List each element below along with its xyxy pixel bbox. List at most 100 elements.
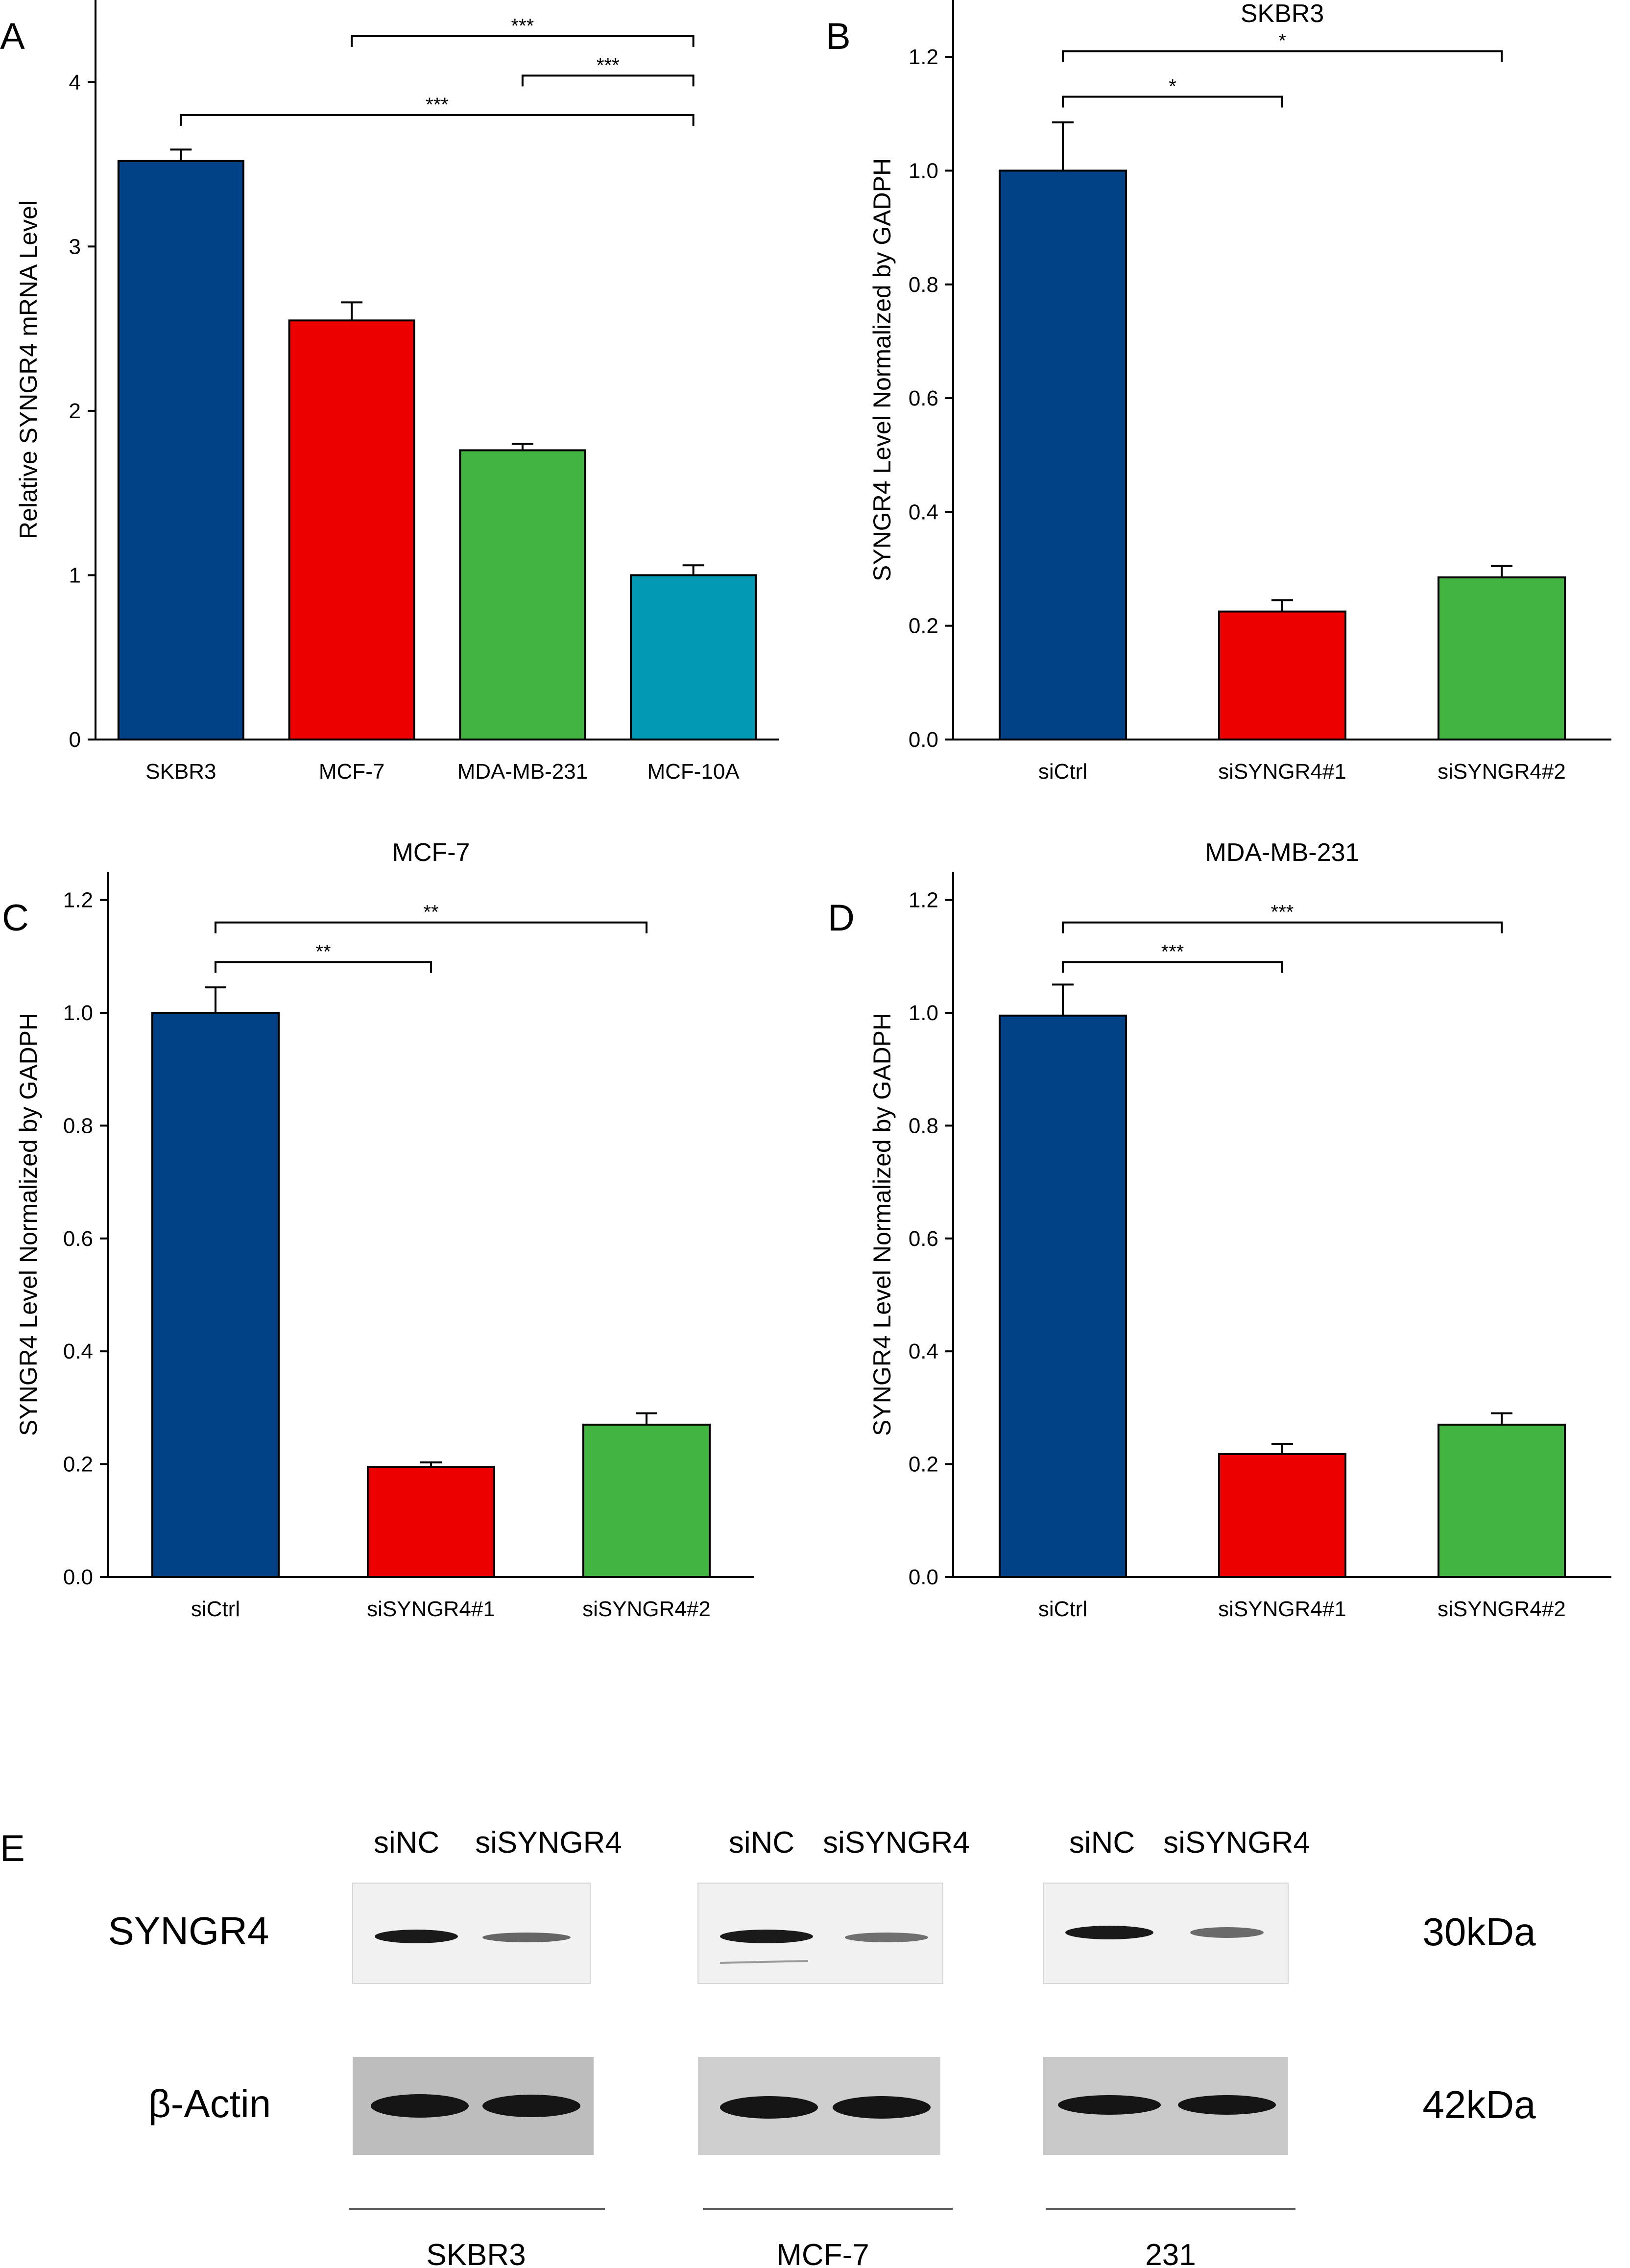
y-tick-label-a: 3	[69, 235, 81, 259]
category-label-a: SKBR3	[145, 760, 216, 784]
western-blot: siNC siSYNGR4 siNC siSYNGR4 siNC siSYNGR…	[108, 1826, 1536, 2268]
significance-label-b: *	[1169, 75, 1176, 97]
lane-label-sinc-3: siNC	[1069, 1826, 1135, 1860]
size-label-42kda: 42kDa	[1422, 2083, 1536, 2126]
cell-line-label-231: 231	[1145, 2238, 1196, 2268]
category-label-c: siCtrl	[191, 1597, 240, 1621]
cell-line-label-skbr3: SKBR3	[426, 2238, 526, 2268]
lane-label-sinc-1: siNC	[374, 1826, 439, 1860]
y-axis-label-a: Relative SYNGR4 mRNA Level	[15, 200, 42, 539]
significance-bracket-c	[215, 921, 647, 933]
lane-label-sinc-2: siNC	[729, 1826, 794, 1860]
category-label-b: siSYNGR4#1	[1218, 760, 1346, 784]
significance-label-a: ***	[426, 94, 449, 116]
panel-label-d: D	[828, 897, 855, 939]
category-label-a: MCF-10A	[647, 760, 740, 784]
significance-label-d: ***	[1161, 941, 1184, 962]
panel-label-e: E	[0, 1828, 25, 1869]
y-tick-label-c: 1.0	[63, 1001, 93, 1025]
bar-b	[999, 169, 1127, 740]
bar-c	[582, 1423, 711, 1578]
lane-label-sisyngr4-3: siSYNGR4	[1163, 1826, 1310, 1860]
chart-a: 0 1 2 3 4 Relative SYNGR4 mRNA Level SKBR3 MCF-…	[15, 0, 779, 784]
significance-bracket-a	[521, 74, 695, 87]
y-tick-label-b: 0.4	[909, 500, 938, 524]
bar-b	[1438, 576, 1566, 740]
band-actin-231-sinc	[1058, 2095, 1161, 2115]
y-tick-label-d: 1.0	[909, 1001, 938, 1025]
protein-label-actin: β-Actin	[148, 2082, 271, 2125]
cell-line-label-mcf7: MCF-7	[776, 2238, 869, 2268]
category-label-d: siSYNGR4#2	[1438, 1597, 1566, 1621]
bar-c	[367, 1466, 495, 1578]
band-actin-skbr3-sisyngr4	[482, 2095, 580, 2117]
y-tick-label-a: 0	[69, 728, 81, 752]
y-tick-label-a: 2	[69, 399, 81, 423]
significance-label-c: **	[423, 902, 438, 923]
bar-a	[117, 160, 244, 740]
y-tick-label-a: 1	[69, 563, 81, 587]
y-tick-label-c: 0.2	[63, 1453, 93, 1477]
category-label-d: siCtrl	[1038, 1597, 1087, 1621]
significance-bracket-b	[1062, 95, 1283, 108]
bar-d	[999, 1014, 1127, 1578]
chart-title-b: SKBR3	[1241, 0, 1324, 28]
y-tick-label-a: 4	[69, 71, 81, 95]
y-axis-label-c: SYNGR4 Level Normalized by GADPH	[15, 1013, 42, 1436]
category-label-b: siCtrl	[1038, 760, 1087, 784]
size-label-30kda: 30kDa	[1422, 1910, 1536, 1954]
category-label-c: siSYNGR4#1	[367, 1597, 495, 1621]
blot-artifact-mcf7	[719, 1960, 809, 1964]
bar-a	[288, 319, 415, 740]
y-tick-label-d: 1.2	[909, 888, 938, 912]
y-tick-label-c: 0.0	[63, 1565, 93, 1589]
band-actin-231-sisyngr4	[1178, 2095, 1276, 2115]
bar-c	[151, 1012, 280, 1578]
category-label-d: siSYNGR4#1	[1218, 1597, 1346, 1621]
chart-title-d: MDA-MB-231	[1205, 838, 1360, 867]
protein-label-syngr4: SYNGR4	[108, 1909, 269, 1953]
bar-b	[1218, 610, 1346, 740]
band-syngr4-231-sinc	[1065, 1926, 1153, 1939]
bar-d	[1218, 1453, 1346, 1578]
band-actin-mcf7-sisyngr4	[833, 2096, 931, 2119]
y-tick-label-b: 0.0	[909, 728, 938, 752]
significance-bracket-b	[1062, 50, 1503, 62]
band-syngr4-mcf7-sisyngr4	[845, 1933, 928, 1942]
band-actin-mcf7-sinc	[720, 2096, 818, 2119]
chart-c: 0.0 0.2 0.4 0.6 0.8 1.0 1.2 SYNGR4 Level Normal…	[15, 838, 754, 1621]
bar-a	[459, 449, 586, 740]
significance-label-c: **	[315, 941, 331, 962]
y-tick-label-d: 0.2	[909, 1453, 938, 1477]
y-tick-label-c: 1.2	[63, 888, 93, 912]
y-tick-label-b: 0.8	[909, 273, 938, 297]
significance-label-d: ***	[1271, 902, 1294, 923]
band-actin-skbr3-sinc	[371, 2094, 469, 2118]
y-tick-label-b: 0.2	[909, 614, 938, 638]
y-tick-label-c: 0.6	[63, 1227, 93, 1251]
significance-bracket-d	[1062, 921, 1503, 933]
y-axis-label-d: SYNGR4 Level Normalized by GADPH	[868, 1013, 896, 1436]
chart-d: 0.0 0.2 0.4 0.6 0.8 1.0 1.2 SYNGR4 Level Normal…	[868, 838, 1611, 1621]
bar-d	[1438, 1423, 1566, 1578]
chart-title-c: MCF-7	[392, 838, 470, 867]
y-tick-label-d: 0.0	[909, 1565, 938, 1589]
band-syngr4-231-sisyngr4	[1190, 1927, 1264, 1938]
lane-label-sisyngr4-1: siSYNGR4	[475, 1826, 622, 1860]
category-label-c: siSYNGR4#2	[582, 1597, 711, 1621]
significance-label-a: ***	[511, 15, 534, 37]
significance-bracket-a	[180, 114, 695, 126]
band-syngr4-skbr3-sisyngr4	[482, 1933, 571, 1942]
y-tick-label-b: 1.2	[909, 45, 938, 69]
significance-bracket-a	[351, 35, 695, 47]
significance-label-a: ***	[597, 54, 620, 76]
y-tick-label-d: 0.4	[909, 1339, 938, 1363]
significance-bracket-d	[1062, 961, 1283, 973]
panel-label-a: A	[0, 16, 25, 57]
y-tick-label-b: 0.6	[909, 386, 938, 410]
y-axis-label-b: SYNGR4 Level Normalized by GADPH	[868, 158, 896, 581]
panel-label-b: B	[826, 16, 851, 57]
y-tick-label-d: 0.6	[909, 1227, 938, 1251]
panel-label-c: C	[2, 897, 29, 939]
